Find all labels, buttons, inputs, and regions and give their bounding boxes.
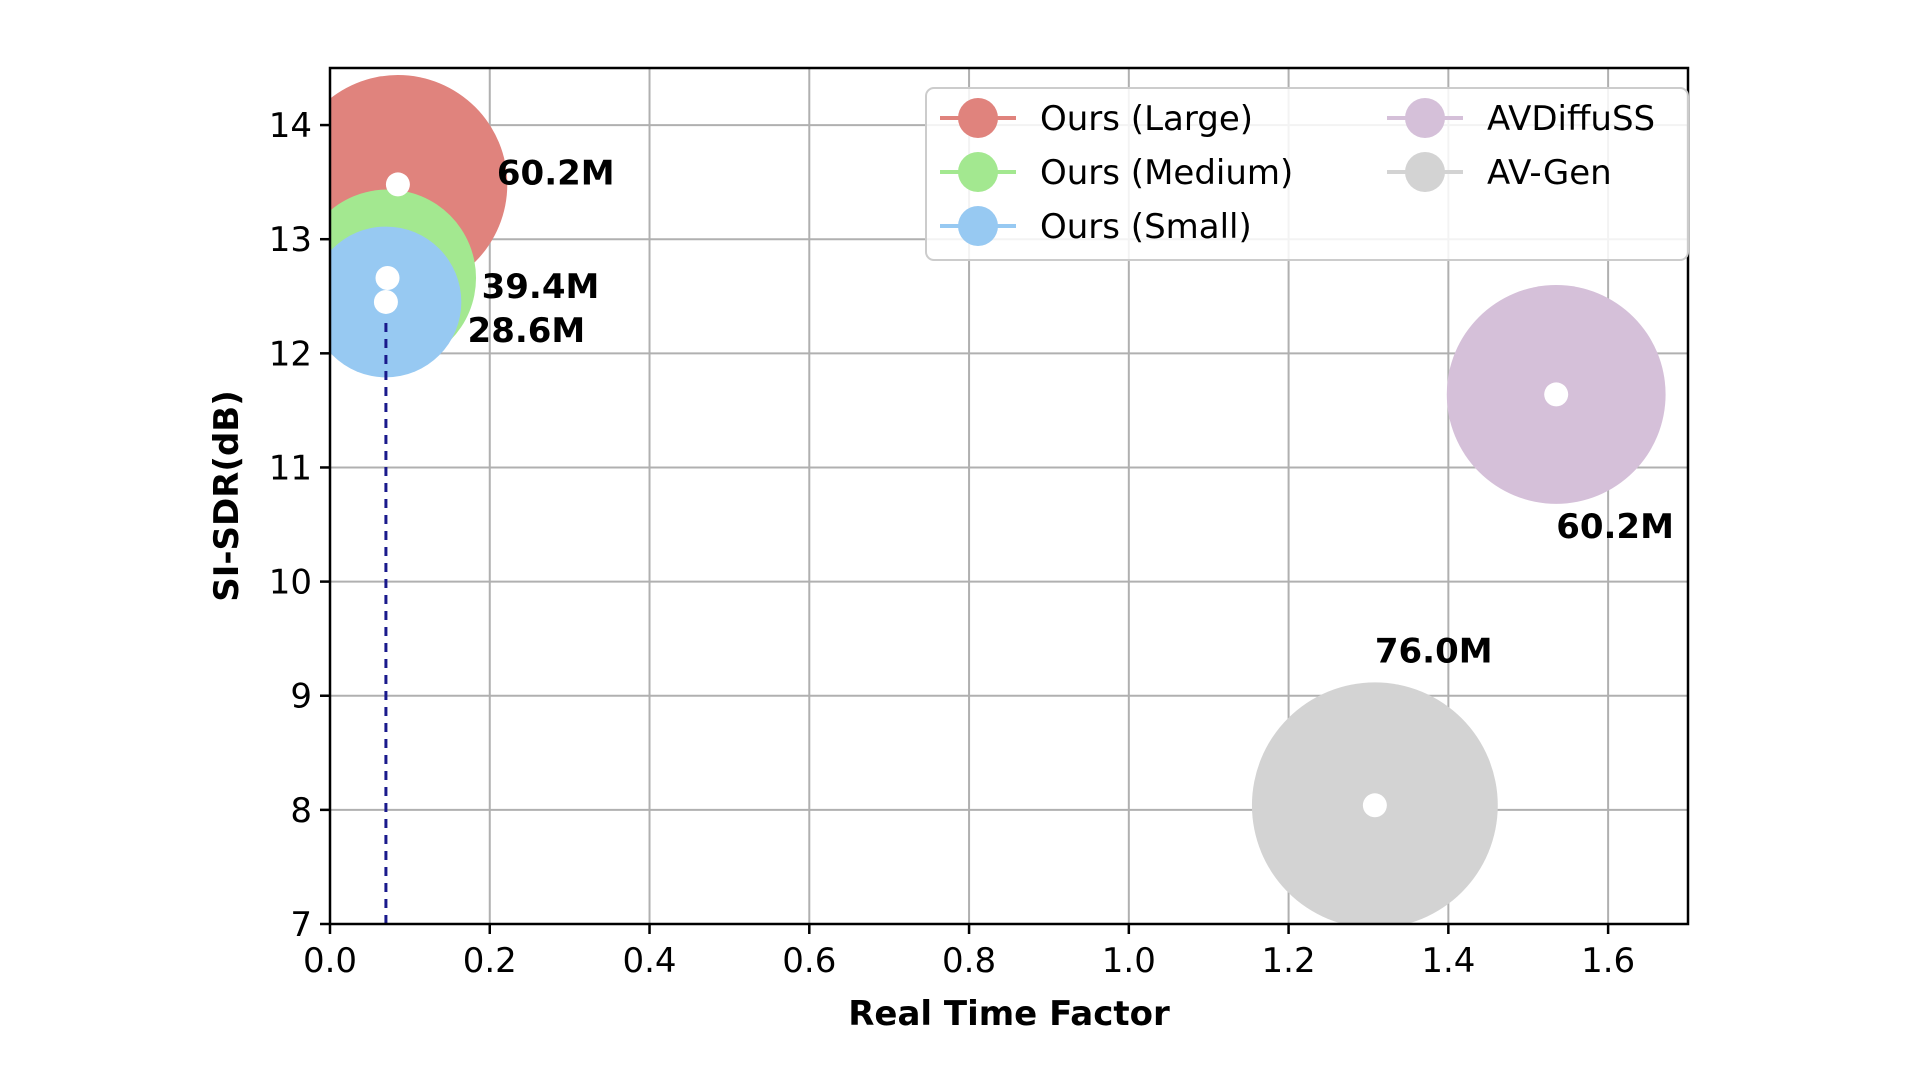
plot-frame (328, 66, 1690, 926)
x-axis-title: Real Time Factor (848, 994, 1170, 1034)
y-tick-label: 9 (290, 677, 312, 717)
bubble-center-point (1544, 382, 1569, 407)
bubble-centers (373, 172, 1569, 818)
y-tick-label: 12 (269, 334, 312, 374)
y-tick-label: 8 (290, 791, 312, 831)
bubble-center-point (373, 289, 398, 314)
legend-box (925, 87, 1689, 261)
bubble-center-point (1362, 793, 1387, 818)
x-tick-label: 0.8 (942, 941, 996, 981)
y-axis-title: SI-SDR(dB) (207, 390, 247, 601)
x-tick-label: 0.0 (303, 941, 357, 981)
legend-label: Ours (Medium) (1040, 153, 1293, 193)
legend-label: Ours (Small) (1040, 207, 1252, 247)
legend: Ours (Large) Ours (Medium) Ours (Small) AVD… (925, 87, 1689, 261)
x-tick-label: 1.2 (1262, 941, 1316, 981)
legend-marker (958, 206, 998, 246)
legend-marker (958, 152, 998, 192)
bubble-size-label: 60.2M (1556, 507, 1674, 547)
legend-marker (1405, 98, 1445, 138)
x-tick-label: 0.6 (782, 941, 836, 981)
bubble-center-point (375, 266, 400, 291)
legend-marker (958, 98, 998, 138)
y-tick-label: 13 (269, 220, 312, 260)
y-tick-label: 7 (290, 905, 312, 945)
y-tick-label: 10 (269, 563, 312, 603)
bubble-center-point (385, 172, 410, 197)
x-tick-label: 0.4 (622, 941, 676, 981)
y-tick-label: 14 (269, 106, 312, 146)
x-tick-label: 1.4 (1421, 941, 1475, 981)
legend-marker (1405, 152, 1445, 192)
legend-label: AVDiffuSS (1487, 99, 1655, 139)
legend-label: AV-Gen (1487, 153, 1612, 193)
bubble-size-label: 76.0M (1375, 631, 1493, 671)
x-tick-label: 1.6 (1581, 941, 1635, 981)
bubble-size-label: 60.2M (497, 153, 615, 193)
legend-label: Ours (Large) (1040, 99, 1253, 139)
bubble-size-label: 39.4M (482, 267, 600, 307)
axis-ticks: 0.0 0.2 0.4 0.6 0.8 1.0 1.2 1.4 1.6 7 8 9 10 11 12 13 14 (269, 106, 1635, 981)
y-tick-label: 11 (269, 448, 312, 488)
bubble-size-label: 28.6M (468, 311, 586, 351)
x-tick-label: 0.2 (463, 941, 517, 981)
x-tick-label: 1.0 (1102, 941, 1156, 981)
